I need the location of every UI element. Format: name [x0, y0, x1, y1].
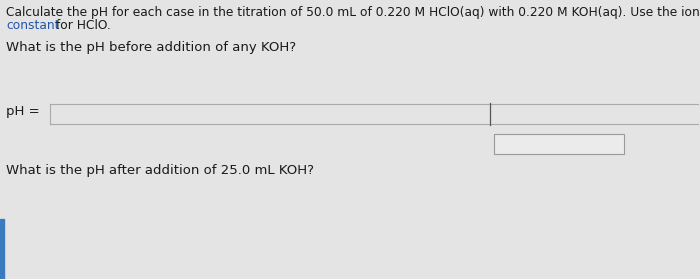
Text: constant: constant: [6, 19, 60, 32]
Text: Enter numeric value: Enter numeric value: [501, 139, 617, 149]
Bar: [0, 219, 4, 279]
Text: for HClO.: for HClO.: [52, 19, 111, 32]
Text: pH =: pH =: [6, 105, 40, 119]
Text: What is the pH after addition of 25.0 mL KOH?: What is the pH after addition of 25.0 mL…: [6, 164, 314, 177]
Text: What is the pH before addition of any KOH?: What is the pH before addition of any KO…: [6, 41, 296, 54]
FancyBboxPatch shape: [494, 134, 624, 154]
Text: Calculate the pH for each case in the titration of 50.0 mL of 0.220 M HClO(aq) w: Calculate the pH for each case in the ti…: [6, 6, 700, 19]
